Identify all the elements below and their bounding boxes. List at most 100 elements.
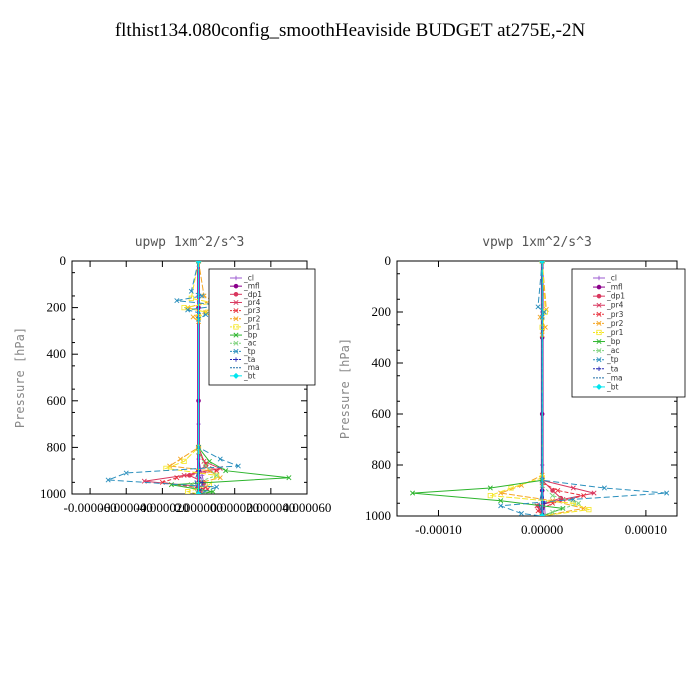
legend-marker [233,324,239,330]
legend-label: _pr2 [606,319,624,328]
legend-marker [596,366,602,371]
series-point-bp [498,498,504,504]
legend-label: _mfl [243,282,260,291]
series-point-bt [539,261,546,264]
series-point-pr2 [550,498,556,504]
series-point-pr1 [508,485,514,491]
series-point-bt [195,261,202,264]
legend-marker [233,316,239,322]
y-tick-label: 200 [372,304,392,319]
series-point-pr3 [555,487,561,494]
legend-label: _ta [606,364,618,373]
legend-label: _tp [243,347,256,356]
legend-label: _dp1 [606,292,625,301]
chart-panel-1: upwp 1xm^2/s^3 Pressure [hPa] 0 200 400 600 80… [13,235,331,515]
y-tick-label: 600 [372,406,392,421]
x-tick-label: 0.000020 [210,500,259,515]
series-point-pr2 [206,468,212,474]
series-point-pr1 [181,458,187,464]
x-tick-label: 0.00010 [625,522,667,537]
x-tick-label: -0.00010 [415,522,462,537]
legend-label: _pr3 [606,310,624,319]
legend-label: _pr1 [243,322,261,331]
series-point-tp [199,293,205,299]
x-tick-label: 0.000040 [246,500,295,515]
series-point-pr3 [581,493,587,499]
series-point-tp [174,298,180,304]
legend-marker [233,348,239,354]
legend-marker [596,302,602,308]
legend-label: _pr4 [606,301,624,310]
series-point-pr1 [586,507,592,513]
legend-label: _cl [243,274,254,283]
series-point-tp [570,496,576,502]
series-point-pr3 [214,468,220,474]
legend-marker [233,357,239,362]
series-point-pr4 [591,490,597,496]
series-point-tp [105,477,111,483]
series-point-ac [188,482,194,488]
legend-marker [233,299,239,305]
legend-marker [596,339,602,345]
series-point-cl [201,491,207,494]
legend-label: _ac [243,339,256,348]
x-tick-label: 0.000060 [283,500,332,515]
legend-box [208,268,316,386]
series-point-ac [550,493,556,499]
series-point-tp [188,288,194,294]
series-line-pr1 [490,261,591,516]
series-point-pr1 [487,492,493,499]
series-point-tp [217,456,223,462]
series-point-tp [214,484,220,490]
legend-marker [596,275,602,281]
series-point-tp [518,510,524,516]
legend-marker [596,348,602,354]
series-group [410,261,670,516]
legend-marker [596,284,602,290]
series-point-pr1 [185,489,191,494]
series-point-ta [198,491,203,494]
legend-marker [596,293,602,299]
y-tick-label: 800 [372,457,392,472]
series-point-ac [214,472,220,478]
legend-label: _pr4 [243,298,261,307]
legend-label: _pr1 [606,328,624,337]
series-point-pr1 [214,472,220,478]
legend-marker [596,383,602,390]
x-tick-label: -0.000020 [136,500,189,515]
series-point-pr3 [174,475,180,481]
series-point-tp [498,503,504,509]
chart-panel-2: vpwp 1xm^2/s^3 Pressure [hPa] 0 200 400 600 80… [338,235,686,537]
legend-marker [596,329,602,336]
series-point-pr1 [181,304,187,311]
series-point-ta [199,480,205,485]
y-tick-label: 800 [47,439,67,454]
legend-marker [596,357,602,363]
series-point-bp [223,468,229,474]
legend-label: _pr2 [243,314,261,323]
series-point-bt [195,491,202,494]
series-point-tp [601,485,607,491]
series-point-tp [203,312,209,318]
legend-box [571,268,686,398]
series-point-ac [203,463,209,469]
legend-marker [233,275,239,281]
legend-marker [596,320,602,326]
y-tick-label: 200 [47,300,67,315]
legend-marker [233,292,239,297]
panel-title: vpwp 1xm^2/s^3 [482,235,592,250]
y-tick-label: 1000 [365,508,391,523]
series-point-pr1 [542,309,548,315]
legend-label: _ma [606,373,623,382]
y-tick-label: 1000 [40,486,66,501]
series-point-ac [550,509,556,515]
y-axis-label: Pressure [hPa] [338,338,352,439]
series-point-pr2 [190,314,196,320]
series-point-dp1 [550,488,555,493]
series-point-bt [539,513,546,516]
series-point-bp [168,482,174,488]
legend-label: _bt [243,371,256,380]
legend-marker [233,308,239,314]
y-tick-label: 400 [47,346,67,361]
legend-marker [233,372,239,379]
